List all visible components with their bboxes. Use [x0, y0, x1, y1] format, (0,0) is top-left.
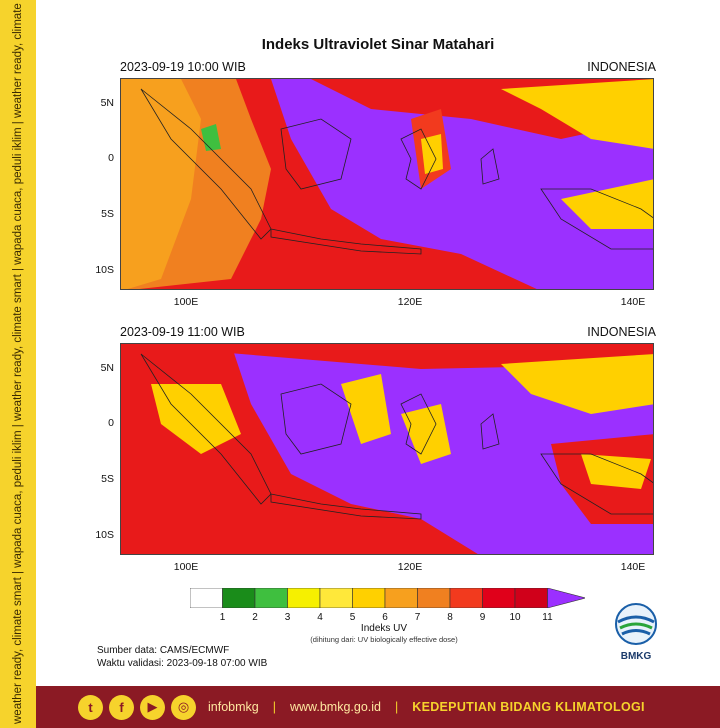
youtube-icon[interactable]: ▶ [140, 694, 165, 720]
lon-label: 140E [620, 296, 646, 308]
lat-label: 5S [101, 208, 114, 220]
panel-region: INDONESIA [587, 60, 656, 74]
validity-line: Waktu validasi: 2023-09-18 07:00 WIB [97, 658, 268, 669]
website-link[interactable]: www.bmkg.go.id [289, 700, 381, 714]
lon-label: 120E [397, 561, 423, 573]
uv-colorbar: 1 2 3 4 5 6 7 8 9 10 11 [189, 587, 587, 623]
colorbar-swatch [547, 587, 587, 609]
footer-bar: t f ▶ ◎ infobmkg | www.bmkg.go.id | KEDE… [36, 686, 720, 728]
colorbar-tick-label: 8 [447, 612, 453, 623]
lon-label: 120E [397, 296, 423, 308]
footer-separator: | [272, 700, 276, 714]
uv-map-image [120, 343, 654, 555]
page-title: Indeks Ultraviolet Sinar Matahari [261, 36, 495, 53]
colorbar-swatch [482, 587, 516, 609]
lon-label: 100E [173, 296, 199, 308]
lon-label: 140E [620, 561, 646, 573]
lat-label: 10S [95, 529, 114, 541]
source-note: Sumber data: CAMS/ECMWF Waktu validasi: … [97, 644, 267, 670]
lat-label: 0 [108, 152, 114, 164]
colorbar-tick-label: 10 [509, 612, 521, 623]
colorbar-swatch [189, 587, 223, 609]
panel-timestamp: 2023-09-19 11:00 WIB [120, 325, 245, 339]
colorbar-tick-label: 2 [252, 612, 258, 623]
source-line: Sumber data: CAMS/ECMWF [97, 645, 230, 656]
lat-label: 0 [108, 417, 114, 429]
instagram-icon[interactable]: ◎ [171, 694, 196, 720]
colorbar-title: Indeks UV [360, 623, 408, 634]
colorbar-swatch [287, 587, 321, 609]
colorbar-tick-label: 1 [219, 612, 226, 623]
colorbar-tick-label: 7 [414, 612, 421, 623]
logo-label: BMKG [620, 651, 652, 662]
colorbar-swatch [352, 587, 386, 609]
colorbar-swatch [417, 587, 451, 609]
colorbar-swatch [449, 587, 483, 609]
lat-label: 10S [95, 264, 114, 276]
colorbar-tick-label: 3 [284, 612, 291, 623]
uv-map-panel-2: 2023-09-19 11:00 WIB INDONESIA 5N 0 5S 1… [88, 325, 668, 585]
colorbar-tick-label: 5 [349, 612, 356, 623]
social-handle[interactable]: infobmkg [208, 700, 259, 714]
bmkg-logo-icon [615, 603, 657, 645]
colorbar-swatch [254, 587, 288, 609]
lat-label: 5S [101, 473, 114, 485]
bmkg-logo: BMKG [612, 602, 660, 662]
lat-label: 5N [100, 362, 114, 374]
sidebar-slogan: weather ready, climate smart | wapada cu… [12, 0, 24, 724]
colorbar-tick-label: 6 [382, 612, 388, 623]
colorbar-subtitle: (dihitung dari: UV biologically effectiv… [310, 635, 458, 644]
colorbar-swatch [384, 587, 418, 609]
footer-separator: | [395, 700, 399, 714]
twitter-icon[interactable]: t [78, 694, 103, 720]
uv-map-image [120, 78, 654, 290]
uv-map-panel-1: 2023-09-19 10:00 WIB INDONESIA 5N 0 5 [88, 60, 668, 320]
colorbar-tick-label: 9 [479, 612, 486, 623]
sidebar-banner: weather ready, climate smart | wapada cu… [0, 0, 36, 728]
department-name: KEDEPUTIAN BIDANG KLIMATOLOGI [412, 700, 645, 714]
panel-timestamp: 2023-09-19 10:00 WIB [120, 60, 246, 74]
colorbar-tick-label: 4 [317, 612, 323, 623]
social-links: t f ▶ ◎ [78, 694, 196, 720]
lon-label: 100E [173, 561, 199, 573]
colorbar-swatch [319, 587, 353, 609]
lat-label: 5N [100, 97, 114, 109]
colorbar-swatches [189, 587, 587, 609]
facebook-icon[interactable]: f [109, 694, 134, 720]
colorbar-swatch [222, 587, 256, 609]
panel-region: INDONESIA [587, 325, 656, 339]
colorbar-swatch [514, 587, 548, 609]
colorbar-tick-label: 11 [542, 612, 553, 623]
